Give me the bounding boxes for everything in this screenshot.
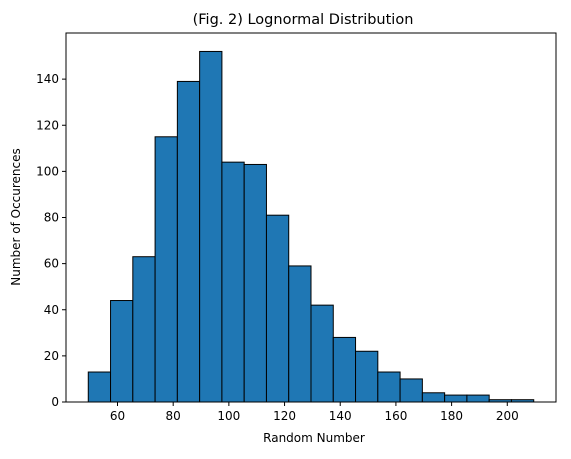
histogram-bar	[332, 336, 357, 403]
bars-group	[87, 50, 535, 403]
x-tick-label: 120	[273, 409, 296, 423]
y-tick-label: 140	[36, 72, 59, 86]
histogram-bar	[154, 136, 178, 403]
y-axis-label: Number of Occurences	[9, 148, 23, 286]
y-tick-label: 120	[36, 118, 59, 132]
histogram-bar	[377, 371, 401, 403]
histogram-bar	[221, 161, 245, 403]
x-axis-label: Random Number	[263, 431, 365, 445]
x-tick-label: 200	[496, 409, 519, 423]
y-tick-label: 60	[44, 257, 59, 271]
histogram-bar	[444, 394, 468, 403]
x-tick-label: 100	[217, 409, 240, 423]
y-tick-label: 0	[51, 395, 59, 409]
histogram-bar	[132, 256, 156, 403]
y-tick-label: 40	[44, 303, 59, 317]
x-tick-label: 60	[110, 409, 125, 423]
histogram-bar	[466, 394, 490, 403]
y-tick-label: 20	[44, 349, 59, 363]
histogram-bar	[110, 300, 134, 403]
x-tick-label: 180	[440, 409, 463, 423]
y-tick-label: 80	[44, 211, 59, 225]
histogram-bar	[310, 304, 334, 403]
x-axis-ticks: 60 80 100 120 140 160 180 200	[110, 402, 519, 423]
histogram-bar	[288, 265, 312, 403]
histogram-bar	[265, 214, 290, 403]
y-tick-label: 100	[36, 164, 59, 178]
plot-frame	[65, 32, 557, 403]
x-tick-label: 140	[329, 409, 352, 423]
histogram-bar	[399, 378, 423, 403]
y-axis-ticks: 0 20 40 60 80 100 120 140	[36, 72, 66, 409]
histogram-bar	[421, 392, 446, 403]
x-tick-label: 80	[166, 409, 181, 423]
histogram-bar	[199, 50, 223, 403]
histogram-bar	[243, 163, 267, 403]
histogram-bar	[176, 80, 201, 403]
histogram-bar	[87, 371, 112, 403]
chart-title: (Fig. 2) Lognormal Distribution	[193, 12, 414, 28]
histogram-bar	[355, 350, 379, 403]
x-tick-label: 160	[384, 409, 407, 423]
